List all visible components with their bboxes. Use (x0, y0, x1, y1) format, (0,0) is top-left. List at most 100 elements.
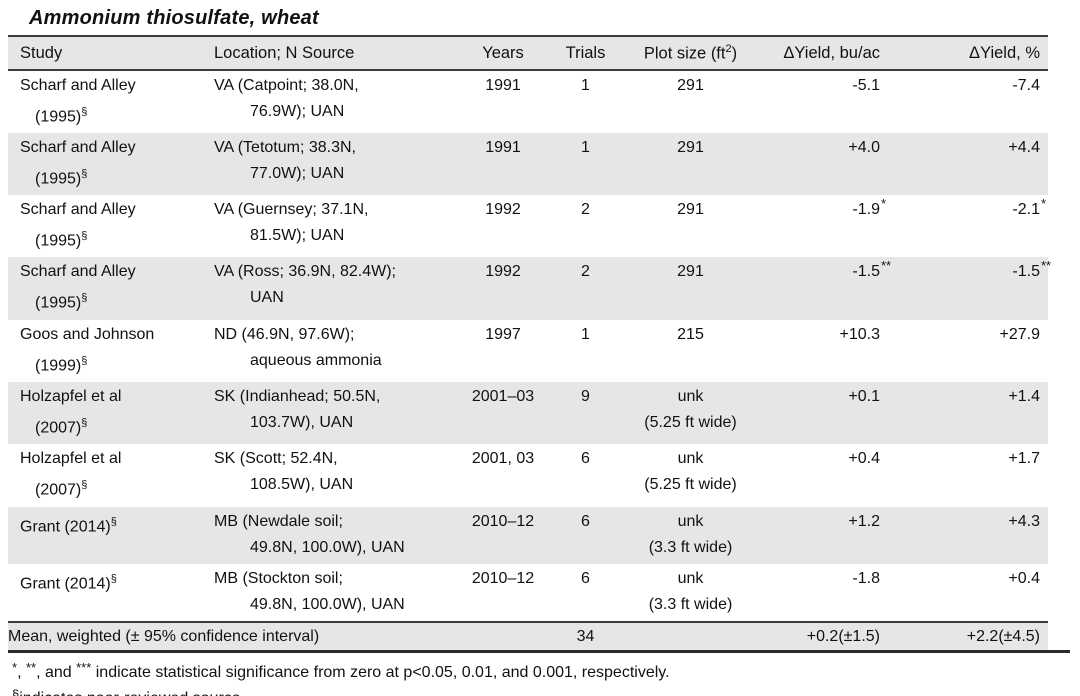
plot-size-line: unk (677, 388, 704, 406)
study-cell: Holzapfel et al (2007)§ (8, 444, 208, 506)
location-line: SK (Indianhead; 50.5N, (214, 388, 381, 406)
study-line: (1995)§ (35, 105, 88, 125)
location-line: ND (46.9N, 97.6W); (214, 325, 355, 343)
location-cell: VA (Catpoint; 38.0N, 76.9W); UAN (208, 70, 453, 133)
peer-reviewed-mark: § (110, 572, 117, 585)
trials-cell: 1 (581, 76, 590, 94)
yield-pct-cell: +1.7 (1008, 450, 1040, 468)
study-line: Grant (2014)§ (20, 572, 117, 593)
location-line: 49.8N, 100.0W), UAN (250, 538, 405, 556)
location-line: 103.7W), UAN (250, 414, 354, 432)
yield-bu-cell: -1.5** (852, 258, 892, 281)
study-line: (1995)§ (35, 167, 88, 188)
trials-cell: 9 (581, 388, 590, 406)
location-line: 77.0W); UAN (250, 164, 345, 182)
table-wrapper: Study Location; N Source Years Trials Pl… (8, 35, 1070, 653)
footnotes: *, **, and *** indicate statistical sign… (12, 660, 1080, 696)
study-line: (1999)§ (35, 354, 88, 375)
study-line: Holzapfel et al (20, 388, 122, 406)
study-line: (2007)§ (35, 479, 88, 499)
summary-tbody: Mean, weighted (± 95% confidence interva… (8, 620, 1048, 650)
location-line: 108.5W), UAN (250, 476, 354, 494)
plot-size-cell: unk (3.3 ft wide) (618, 507, 763, 564)
study-cell: Scharf and Alley (1995)§ (8, 195, 208, 257)
table-row: Scharf and Alley (1995)§ VA (Tetotum; 38.3… (8, 132, 1048, 196)
yield-bu-cell: +1.2 (848, 512, 880, 530)
yield-bu-cell: +10.3 (839, 325, 880, 343)
trials-cell: 2 (581, 263, 590, 281)
yield-pct-cell: +1.4 (1008, 388, 1040, 406)
table-row: Goos and Johnson (1999)§ ND (46.9N, 97.6W)… (8, 320, 1048, 382)
plot-size-line: 291 (677, 76, 704, 94)
mean-yield-bu: +0.2(±1.5) (763, 620, 888, 650)
footnote-separator: , (17, 663, 26, 681)
trials-cell: 2 (581, 201, 590, 219)
study-cell: Scharf and Alley (1995)§ (8, 70, 208, 133)
years-cell: 2010–12 (471, 569, 535, 587)
location-cell: MB (Newdale soil; 49.8N, 100.0W), UAN (208, 507, 453, 564)
yield-pct-cell: -1.5** (1012, 258, 1052, 281)
study-line: (1995)§ (35, 292, 88, 312)
location-line: 81.5W); UAN (250, 227, 345, 245)
plot-size-cell: unk (5.25 ft wide) (618, 382, 763, 444)
table-row: Grant (2014)§ MB (Newdale soil; 49.8N, 100… (8, 506, 1048, 564)
location-line: VA (Catpoint; 38.0N, (214, 76, 359, 94)
study-cell: Grant (2014)§ (8, 564, 208, 622)
plot-size-cell: 291 (618, 257, 763, 319)
peer-reviewed-mark: § (110, 515, 117, 528)
page-title: Ammonium thiosulfate, wheat (29, 7, 319, 29)
trials-cell: 1 (581, 325, 590, 343)
plot-size-cell: 215 (618, 320, 763, 382)
location-cell: VA (Guernsey; 37.1N, 81.5W); UAN (208, 195, 453, 257)
study-line: (2007)§ (35, 417, 88, 437)
mean-row: Mean, weighted (± 95% confidence interva… (8, 620, 1048, 650)
study-cell: Scharf and Alley (1995)§ (8, 133, 208, 195)
study-line: Holzapfel et al (20, 450, 122, 468)
plot-size-superscript: 2 (725, 43, 732, 55)
col-header-years: Years (453, 35, 553, 71)
years-cell: 1997 (485, 325, 521, 343)
location-line: MB (Newdale soil; (214, 512, 343, 530)
trials-cell: 1 (581, 138, 590, 156)
results-tbody: Scharf and Alley (1995)§ VA (Catpoint; 38.… (8, 70, 1052, 622)
location-line: 76.9W); UAN (250, 102, 345, 120)
mean-trials: 34 (553, 620, 618, 650)
peer-reviewed-mark: § (81, 105, 88, 118)
location-line: UAN (250, 289, 284, 307)
plot-size-label-suffix: ) (731, 44, 738, 63)
footnote-significance: *, **, and *** indicate statistical sign… (12, 660, 1080, 685)
study-line: Grant (2014)§ (20, 515, 117, 536)
col-header-yield-bu: ΔYield, bu/ac (763, 35, 888, 71)
years-cell: 1991 (485, 138, 521, 156)
table-row: Holzapfel et al (2007)§ SK (Scott; 52.4N, 1… (8, 444, 1048, 506)
yield-bu-cell: +4.0 (848, 138, 880, 156)
trials-cell: 6 (581, 512, 590, 530)
col-header-location: Location; N Source (208, 35, 453, 71)
location-cell: SK (Scott; 52.4N, 108.5W), UAN (208, 444, 453, 506)
col-header-plot-size: Plot size (ft2) (618, 35, 763, 71)
study-line: (1995)§ (35, 230, 88, 250)
trials-cell: 6 (581, 450, 590, 468)
peer-reviewed-mark: § (81, 417, 88, 430)
plot-size-line: unk (677, 450, 704, 468)
col-header-study: Study (8, 35, 208, 71)
plot-size-line: unk (677, 512, 704, 530)
yield-bu-cell: -1.8 (852, 569, 880, 587)
section-mark: § (12, 686, 20, 696)
mean-label: Mean, weighted (± 95% confidence interva… (8, 620, 553, 650)
results-table: Study Location; N Source Years Trials Pl… (8, 35, 1052, 650)
plot-size-line: unk (677, 569, 704, 587)
plot-size-cell: 291 (618, 70, 763, 133)
study-cell: Scharf and Alley (1995)§ (8, 257, 208, 319)
peer-reviewed-mark: § (81, 167, 88, 180)
plot-size-line: (3.3 ft wide) (648, 595, 733, 613)
study-line: Scharf and Alley (20, 201, 136, 219)
location-cell: SK (Indianhead; 50.5N, 103.7W), UAN (208, 382, 453, 444)
location-line: MB (Stockton soil; (214, 569, 343, 587)
plot-size-label: Plot size (ft (643, 44, 726, 63)
asterisk-three-mark: *** (76, 659, 92, 675)
plot-size-line: 215 (677, 325, 704, 343)
col-header-trials: Trials (553, 35, 618, 71)
study-cell: Holzapfel et al (2007)§ (8, 382, 208, 444)
col-header-yield-pct: ΔYield, % (888, 35, 1048, 71)
